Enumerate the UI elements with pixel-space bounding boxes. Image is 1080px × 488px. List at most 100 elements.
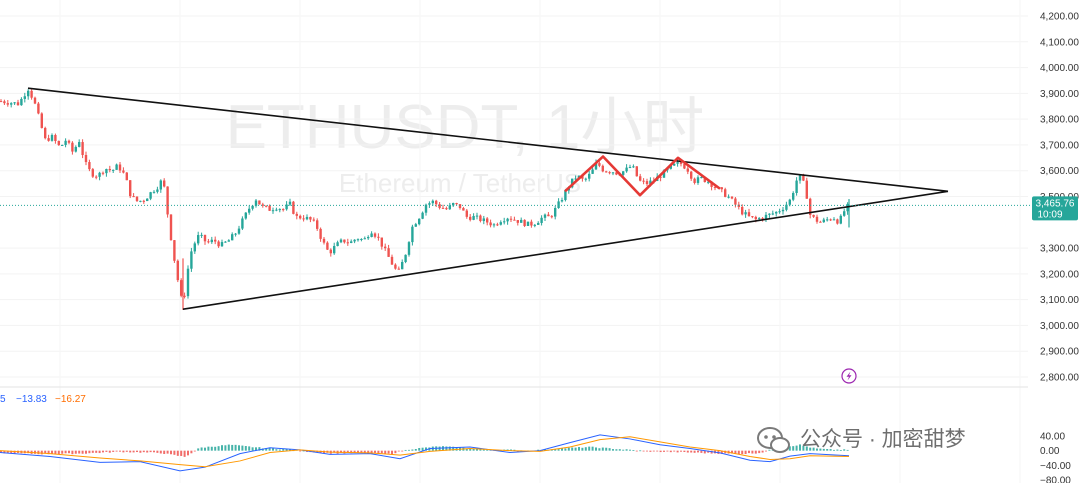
candle-body <box>788 199 791 205</box>
macd-axis[interactable]: 40.00 0.00 −40.00 −80.00 <box>1040 432 1071 487</box>
macd-bar <box>635 450 638 452</box>
price-tick-label: 4,100.00 <box>1040 37 1079 48</box>
macd-bar <box>404 449 407 451</box>
candle-body <box>10 103 13 105</box>
macd-bar <box>697 450 699 453</box>
macd-bar <box>605 447 608 451</box>
candle-body <box>336 242 339 247</box>
candle-body <box>819 221 822 223</box>
candle-body <box>112 169 115 171</box>
candle-body <box>679 162 683 164</box>
macd-bar <box>720 450 723 454</box>
macd-bar <box>51 450 53 455</box>
candle-body <box>499 222 502 225</box>
candle-body <box>166 186 169 215</box>
candle-body <box>693 178 696 183</box>
macd-bar <box>251 447 254 451</box>
macd-bar <box>472 448 475 451</box>
candle-body <box>581 175 584 179</box>
wechat-icon <box>757 427 790 453</box>
macd-bar <box>833 449 835 451</box>
candle-body <box>316 220 319 229</box>
candle-body <box>350 241 353 243</box>
candle-body <box>6 103 9 105</box>
candle-body <box>44 127 47 139</box>
candle-body <box>326 242 329 250</box>
candle-body <box>16 102 20 106</box>
macd-bar <box>224 445 227 451</box>
macd-bar <box>816 448 818 451</box>
macd-bar <box>268 447 271 451</box>
candle-body <box>105 168 108 174</box>
macd-bar <box>394 450 397 454</box>
price-tick-label: 2,800.00 <box>1040 373 1079 384</box>
macd-bar <box>571 447 574 451</box>
macd-bar <box>748 450 750 454</box>
macd-bar <box>0 450 2 453</box>
candle-body <box>377 236 380 238</box>
macd-bar <box>751 450 754 454</box>
candle-body <box>645 181 649 185</box>
candlesticks <box>0 89 850 310</box>
candle-body <box>61 144 64 146</box>
candle-body <box>703 177 706 182</box>
candle-body <box>322 238 326 243</box>
macd-bar <box>629 449 631 451</box>
lightning-icon[interactable] <box>841 368 857 384</box>
candle-body <box>785 204 788 210</box>
candle-body <box>380 237 383 247</box>
candle-body <box>27 90 30 97</box>
candle-body <box>207 241 210 243</box>
macd-bar <box>683 450 686 453</box>
candle-body <box>520 219 523 223</box>
macd-bar <box>6 450 9 453</box>
candle-body <box>285 204 288 210</box>
macd-bar <box>731 450 733 454</box>
macd-bar <box>425 447 427 451</box>
macd-bar <box>564 448 567 451</box>
macd-bar <box>588 446 591 451</box>
candle-body <box>730 196 734 199</box>
candle-body <box>169 214 173 241</box>
macd-bar <box>839 450 842 451</box>
candle-body <box>435 200 438 205</box>
macd-legend-macd: −13.83 <box>16 394 47 405</box>
macd-bar <box>561 448 563 451</box>
price-tick-label: 4,000.00 <box>1040 63 1079 74</box>
macd-bar <box>156 450 159 453</box>
grid <box>0 15 1028 378</box>
macd-bar <box>799 444 801 451</box>
candle-body <box>401 261 404 270</box>
candle-body <box>384 246 387 249</box>
candle-body <box>547 214 550 217</box>
candle-body <box>798 174 802 181</box>
candle-body <box>455 203 458 205</box>
macd-bar <box>299 450 302 452</box>
candle-body <box>479 215 482 222</box>
macd-bar <box>632 450 635 451</box>
candle-body <box>217 241 220 247</box>
macd-bar <box>758 450 761 454</box>
candle-body <box>601 165 604 172</box>
macd-line <box>0 434 850 472</box>
candle-body <box>744 212 747 215</box>
macd-bar <box>272 448 274 451</box>
macd-bar <box>384 450 387 454</box>
macd-bar <box>275 449 278 451</box>
macd-bar <box>391 450 393 455</box>
macd-bar <box>255 447 257 451</box>
macd-bar <box>353 450 356 453</box>
candle-body <box>441 207 445 209</box>
macd-bar <box>47 450 50 455</box>
macd-bar <box>669 450 672 453</box>
candle-body <box>135 196 139 201</box>
candle-body <box>23 96 26 99</box>
candle-body <box>163 180 166 187</box>
candle-body <box>734 198 737 205</box>
candle-body <box>537 222 540 225</box>
candle-body <box>411 226 414 243</box>
macd-bar <box>197 448 200 451</box>
macd-bar <box>469 448 472 451</box>
